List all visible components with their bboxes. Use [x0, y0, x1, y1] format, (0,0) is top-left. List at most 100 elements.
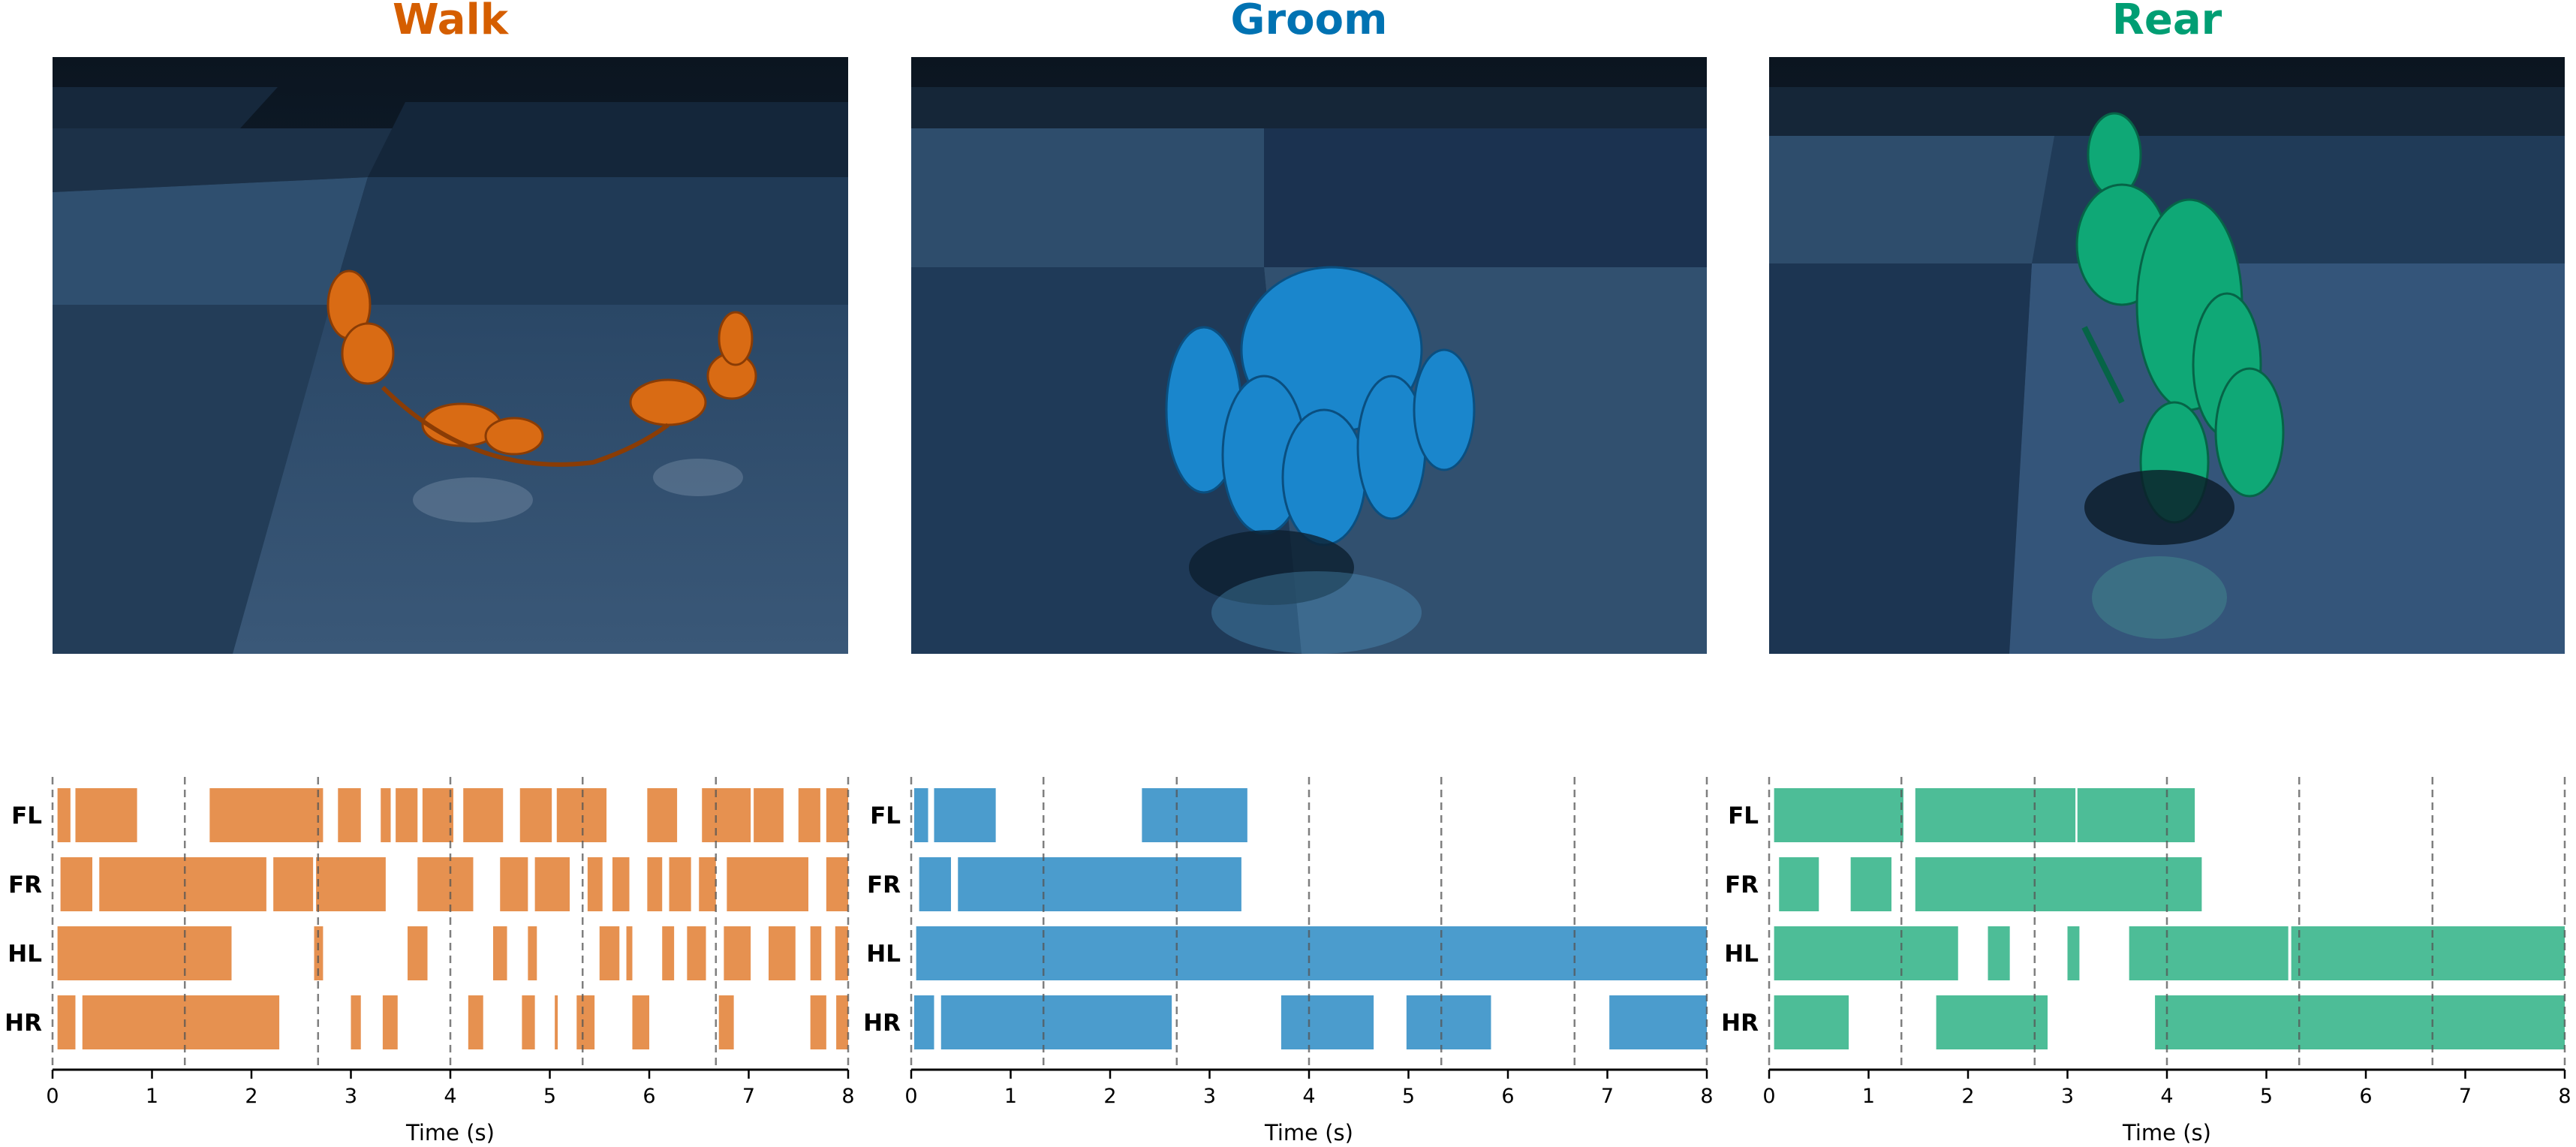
x-tick-label: 8 [841, 1085, 854, 1108]
stance-bar-hr [351, 995, 361, 1049]
stance-bar-hl [1774, 926, 1958, 980]
x-tick-label: 3 [2061, 1085, 2074, 1108]
x-tick-label: 7 [1601, 1085, 1614, 1108]
x-tick-label: 4 [1302, 1085, 1315, 1108]
stance-bar-hr [382, 995, 398, 1049]
stance-bar-fr [500, 857, 528, 911]
x-tick-label: 6 [2359, 1085, 2372, 1108]
stance-bar-fr [273, 857, 314, 911]
stance-bar-hl [2129, 926, 2289, 980]
stance-bar-fr [1779, 857, 1819, 911]
x-tick-label: 1 [146, 1085, 158, 1108]
row-label-hl: HL [1724, 941, 1759, 968]
stance-bar-hl [724, 926, 751, 980]
row-label-fr: FR [867, 872, 901, 899]
row-label-fl: FL [870, 802, 901, 829]
panel-groom: Groom [863, 0, 1714, 1147]
stance-bar-fl [913, 788, 928, 842]
stance-bar-hr [468, 995, 483, 1049]
stance-bar-fl [1774, 788, 1903, 842]
stance-bar-fl [463, 788, 504, 842]
stance-bar-fl [75, 788, 137, 842]
x-tick-label: 6 [642, 1085, 655, 1108]
stance-bar-fr [958, 857, 1241, 911]
stance-bar-fl [754, 788, 784, 842]
stance-bar-fr [417, 857, 474, 911]
panel-title-rear: Rear [2111, 0, 2222, 44]
stance-bar-fr [699, 857, 716, 911]
row-label-hr: HR [863, 1010, 901, 1037]
stance-bar-hl [626, 926, 633, 980]
stance-bar-hl [408, 926, 428, 980]
groom-render-image [911, 57, 1707, 654]
rear-render-image [1769, 57, 2565, 654]
panel-rear: Rear [1721, 0, 2571, 1147]
x-tick-label: 7 [742, 1085, 755, 1108]
x-tick-label: 2 [245, 1085, 257, 1108]
x-tick-label: 8 [1700, 1085, 1713, 1108]
stance-bar-fl [1915, 788, 2076, 842]
panel-title-groom: Groom [1230, 0, 1388, 44]
x-axis-label: Time (s) [405, 1120, 495, 1145]
x-tick-label: 0 [46, 1085, 59, 1108]
row-label-fr: FR [8, 872, 42, 899]
x-tick-label: 8 [2558, 1085, 2571, 1108]
panel-title-walk: Walk [393, 0, 508, 44]
stance-bar-fr [1915, 857, 2202, 911]
walk-render-image [53, 57, 848, 654]
row-label-hl: HL [8, 941, 42, 968]
stance-bar-hr [632, 995, 649, 1049]
stance-bar-fl [338, 788, 361, 842]
stance-bar-hr [1774, 995, 1849, 1049]
x-tick-label: 5 [543, 1085, 556, 1108]
x-tick-label: 0 [1762, 1085, 1775, 1108]
stance-bar-fl [2077, 788, 2195, 842]
row-label-hr: HR [1721, 1010, 1759, 1037]
stance-bar-fr [919, 857, 951, 911]
stance-bar-fl [702, 788, 751, 842]
x-axis-label: Time (s) [2122, 1120, 2211, 1145]
stance-bar-hl [662, 926, 675, 980]
stance-bar-fr [1850, 857, 1891, 911]
stance-bar-hr [810, 995, 826, 1049]
stance-bar-hl [1988, 926, 2010, 980]
x-tick-label: 5 [2260, 1085, 2273, 1108]
x-tick-label: 0 [904, 1085, 917, 1108]
stance-bar-fl [381, 788, 391, 842]
x-tick-label: 5 [1402, 1085, 1415, 1108]
groom-rat-figures [1165, 266, 1476, 546]
stance-bar-fl [798, 788, 820, 842]
row-label-hl: HL [866, 941, 901, 968]
x-axis-label: Time (s) [1264, 1120, 1353, 1145]
panel-walk: Walk [5, 0, 854, 1147]
stance-bar-hl [2291, 926, 2565, 980]
row-label-fl: FL [11, 802, 42, 829]
stance-bar-fl [556, 788, 607, 842]
row-label-hr: HR [5, 1010, 42, 1037]
stance-bar-hl [314, 926, 324, 980]
stance-bar-fl [396, 788, 418, 842]
stance-bar-fr [99, 857, 266, 911]
stance-bar-hr [576, 995, 595, 1049]
x-tick-label: 4 [2160, 1085, 2173, 1108]
stance-bar-hr [555, 995, 558, 1049]
x-tick-label: 3 [345, 1085, 357, 1108]
row-label-fl: FL [1728, 802, 1759, 829]
stance-bar-fl [826, 788, 848, 842]
rear-gait-diagram: FL FR HL HR 0 1 2 3 4 5 6 7 8 Time (s) [1721, 777, 2571, 1145]
stance-bar-hr [836, 995, 848, 1049]
stance-bar-hl [599, 926, 620, 980]
stance-bar-hl [916, 926, 1707, 980]
stance-bar-fl [422, 788, 453, 842]
stance-bar-hr [522, 995, 535, 1049]
groom-gait-diagram: FL FR HL HR 0 1 2 3 4 5 6 7 8 Time (s) [863, 777, 1714, 1145]
stance-bar-fl [647, 788, 678, 842]
x-tick-label: 4 [444, 1085, 456, 1108]
stance-bar-fr [316, 857, 386, 911]
x-tick-label: 1 [1004, 1085, 1017, 1108]
row-label-fr: FR [1725, 872, 1759, 899]
stance-bar-hr [2155, 995, 2565, 1049]
stance-bar-fr [612, 857, 630, 911]
stance-bar-fl [209, 788, 324, 842]
walk-rat-figures [327, 269, 757, 467]
